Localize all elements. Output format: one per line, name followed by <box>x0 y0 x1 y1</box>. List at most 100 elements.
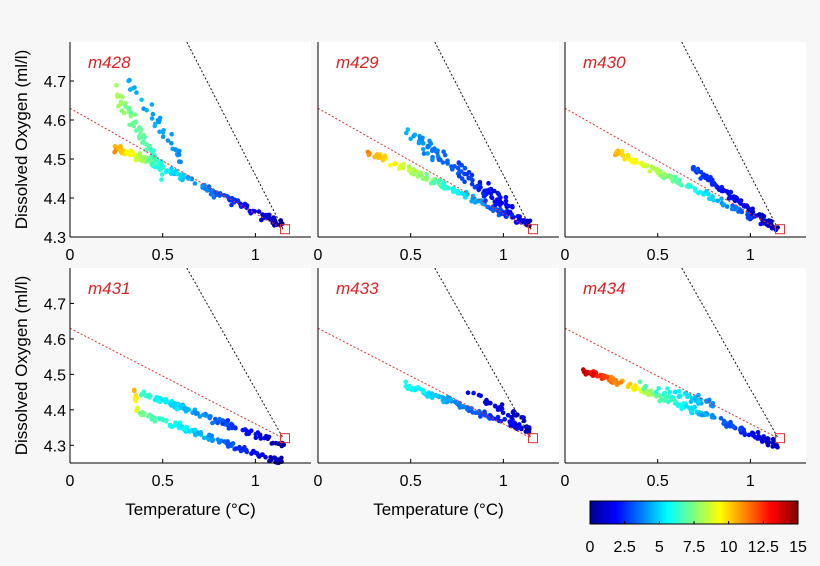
y-tick-label: 4.4 <box>44 191 66 208</box>
data-point <box>465 405 471 411</box>
data-point <box>425 151 431 156</box>
data-point <box>280 440 285 446</box>
data-point <box>174 171 180 176</box>
data-point <box>226 426 232 431</box>
black-reference-line <box>186 267 284 439</box>
data-point <box>459 169 464 174</box>
data-point <box>230 441 236 447</box>
data-point <box>432 180 437 186</box>
data-point <box>272 455 278 461</box>
data-point <box>662 173 668 178</box>
x-tick-label: 1 <box>499 473 508 490</box>
data-point <box>144 107 149 113</box>
data-point <box>612 379 617 385</box>
data-point <box>184 424 190 430</box>
data-point <box>143 147 149 153</box>
data-point <box>169 141 174 146</box>
data-point <box>469 406 474 411</box>
data-point <box>421 176 427 181</box>
data-point <box>253 431 259 437</box>
data-point <box>132 85 137 90</box>
data-point <box>417 136 423 142</box>
data-point <box>493 404 498 409</box>
data-point <box>762 219 768 225</box>
data-point <box>220 421 225 427</box>
data-point <box>134 408 139 414</box>
data-point <box>698 169 704 175</box>
data-point <box>468 175 473 180</box>
data-point <box>380 157 386 163</box>
data-point <box>672 389 678 395</box>
x-axis-label: Temperature (°C) <box>373 500 504 519</box>
data-point <box>159 159 164 164</box>
data-point <box>745 215 751 220</box>
data-point <box>619 148 625 154</box>
x-tick-label: 0.5 <box>400 473 422 490</box>
x-tick-label: 0.5 <box>647 247 669 264</box>
panel-title: m431 <box>88 279 131 298</box>
data-point <box>133 128 139 133</box>
colorbar-tick-label: 0 <box>586 539 595 556</box>
data-point <box>677 402 682 408</box>
data-point <box>172 147 178 152</box>
data-point <box>656 386 661 391</box>
data-point <box>240 427 246 433</box>
x-tick-label: 1 <box>499 247 508 264</box>
data-point <box>438 177 443 183</box>
data-point <box>259 217 264 223</box>
data-point <box>149 102 155 107</box>
data-point <box>472 200 478 205</box>
data-point <box>626 154 631 159</box>
x-tick-label: 0.5 <box>647 473 669 490</box>
data-point <box>457 405 463 410</box>
data-point <box>207 415 213 421</box>
black-reference-line <box>681 267 779 439</box>
data-point <box>418 170 424 176</box>
colorbar-tick-label: 2.5 <box>614 539 636 556</box>
plot-area <box>565 42 806 237</box>
data-point <box>210 420 215 426</box>
y-axis-label: Dissolved Oxygen (ml/l) <box>12 276 31 456</box>
data-point <box>471 390 476 396</box>
data-point <box>256 454 262 459</box>
data-point <box>172 401 177 406</box>
data-point <box>484 400 490 405</box>
data-point <box>738 425 743 431</box>
data-point <box>659 173 664 179</box>
data-point <box>639 162 644 167</box>
data-point <box>276 458 282 464</box>
data-point <box>142 141 148 146</box>
data-point <box>707 176 713 182</box>
colorbar: 0 2.5 5 7.5 10 12.5 15 <box>586 500 807 556</box>
data-point <box>142 156 147 162</box>
data-point <box>688 399 694 405</box>
data-point <box>134 156 140 162</box>
y-axis-label: Dissolved Oxygen (ml/l) <box>12 50 31 230</box>
data-point <box>180 177 185 183</box>
data-point <box>741 203 747 208</box>
data-point <box>709 196 714 201</box>
data-point <box>169 131 174 137</box>
x-tick-label: 0 <box>66 247 75 264</box>
data-point <box>401 162 407 167</box>
data-point <box>192 410 198 415</box>
data-point <box>112 149 117 155</box>
data-point <box>146 413 151 419</box>
data-point <box>225 442 231 447</box>
x-tick-label: 1 <box>746 473 755 490</box>
data-point <box>452 399 458 404</box>
data-point <box>114 82 119 88</box>
data-point <box>614 149 619 155</box>
data-point <box>132 397 138 402</box>
data-point <box>167 422 173 428</box>
data-point <box>115 92 120 98</box>
data-point <box>448 396 454 402</box>
data-point <box>469 181 475 187</box>
data-point <box>455 166 461 171</box>
data-point <box>595 373 601 379</box>
data-point <box>737 199 743 205</box>
end-marker <box>775 224 786 235</box>
data-point <box>502 416 508 422</box>
